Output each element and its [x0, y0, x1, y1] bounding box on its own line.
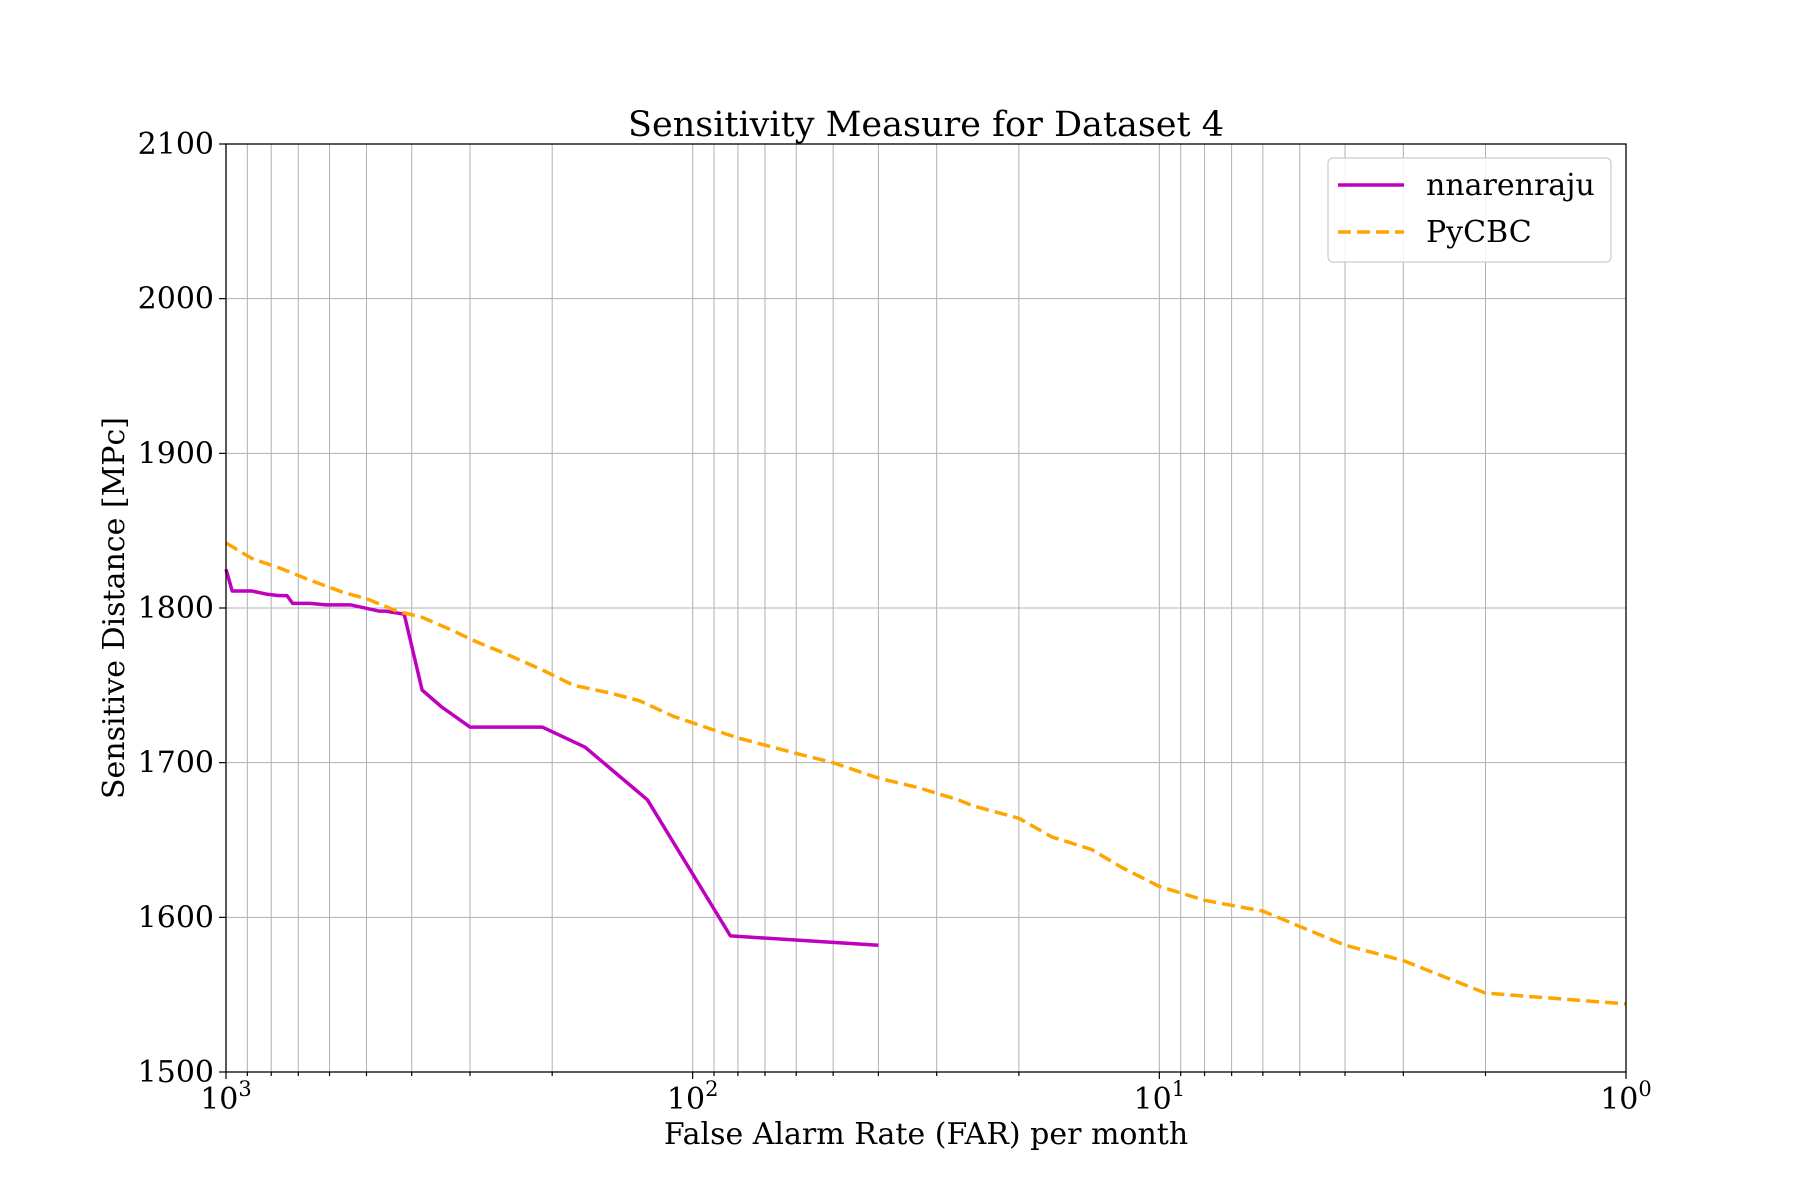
legend-label-pycbc: PyCBC: [1426, 215, 1532, 250]
y-tick-label: 1900: [138, 436, 214, 471]
y-tick-label: 1600: [138, 900, 214, 935]
x-tick-label: 103: [200, 1077, 252, 1117]
series-line-nnarenraju: [224, 568, 879, 947]
x-tick-label: 101: [1134, 1077, 1186, 1117]
y-tick-label: 2100: [138, 127, 214, 162]
y-tick-label: 1800: [138, 591, 214, 626]
ticks: 1500 1600 1700 1800 1900 2000 2100 103 102 101 100: [138, 127, 1652, 1117]
x-axis-label: False Alarm Rate (FAR) per month: [664, 1117, 1188, 1152]
chart-title: Sensitivity Measure for Dataset 4: [628, 105, 1224, 145]
legend-label-nnarenraju: nnarenraju: [1426, 168, 1595, 203]
legend: nnarenraju PyCBC: [1327, 157, 1612, 263]
series-layer: [224, 541, 1627, 1006]
y-tick-label: 2000: [138, 282, 214, 317]
series-line-pycbc: [225, 541, 1627, 1006]
y-axis-label: Sensitive Distance [MPc]: [97, 417, 132, 799]
x-tick-label: 102: [667, 1077, 719, 1117]
y-tick-label: 1700: [138, 746, 214, 781]
x-tick-label: 100: [1600, 1077, 1652, 1117]
y-tick-label: 1500: [138, 1055, 214, 1090]
